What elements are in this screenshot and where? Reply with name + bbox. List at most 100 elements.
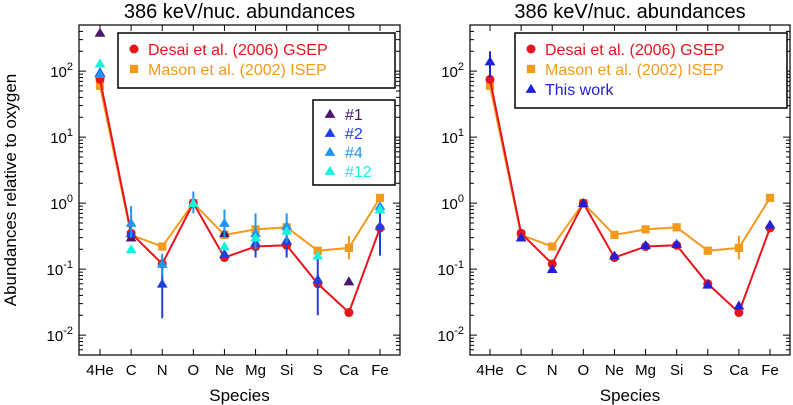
- legend-marker: [324, 127, 336, 137]
- x-tick-label: N: [157, 362, 168, 379]
- data-point: [281, 225, 293, 235]
- data-point: [312, 274, 324, 284]
- data-point: [548, 242, 557, 251]
- x-tick-label: Fe: [761, 362, 779, 379]
- y-tick-label: 100: [50, 193, 73, 213]
- y-tick-label: 101: [50, 127, 73, 147]
- data-layer: [94, 27, 386, 319]
- x-tick-label: N: [547, 362, 558, 379]
- x-tick-label: 4He: [476, 362, 504, 379]
- data-point: [156, 278, 168, 288]
- data-point: [219, 217, 230, 227]
- data-point: [484, 56, 496, 66]
- data-point: [640, 240, 651, 250]
- legend-label: This work: [545, 82, 614, 99]
- legend-marker: [526, 44, 536, 54]
- y-tick-label: 100: [441, 193, 464, 213]
- legend-label: #2: [345, 126, 363, 143]
- legend-marker: [526, 64, 536, 74]
- x-tick-label: S: [703, 362, 713, 379]
- axes-frame: [78, 24, 401, 356]
- panel-2: 386 keV/nuc. abundances 10-2 10-1 100 101 102…: [438, 1, 791, 405]
- data-point: [734, 243, 744, 252]
- data-point: [187, 197, 199, 208]
- data-point: [94, 58, 106, 68]
- legend-label: Mason et al. (2002) ISEP: [148, 62, 327, 79]
- series-line: [99, 79, 381, 315]
- y-tick-label: 102: [441, 61, 464, 81]
- y-tick-label: 10-1: [438, 259, 464, 279]
- x-tick-label: C: [516, 362, 527, 379]
- data-layer: [484, 51, 776, 318]
- x-tick-label: Ne: [605, 362, 624, 379]
- data-point: [764, 219, 776, 229]
- data-point: [344, 243, 354, 252]
- x-tick-label: 4He: [86, 362, 114, 379]
- data-point: [702, 279, 714, 289]
- x-axis-label: Species: [209, 386, 269, 405]
- x-tick-label: Mg: [635, 362, 656, 379]
- data-point: [546, 263, 558, 274]
- y-tick-label: 101: [441, 127, 464, 147]
- data-point: [547, 259, 557, 269]
- data-point: [703, 246, 712, 255]
- legend-label: Desai et al. (2006) GSEP: [545, 42, 725, 59]
- data-point: [94, 27, 106, 37]
- series-line: [489, 79, 771, 315]
- data-point: [375, 193, 385, 203]
- legend-label: Desai et al. (2006) GSEP: [148, 42, 328, 59]
- x-tick-label: Fe: [371, 362, 389, 379]
- legend-marker: [324, 146, 336, 156]
- data-point: [485, 81, 495, 90]
- x-tick-label: S: [313, 362, 323, 379]
- data-point: [158, 242, 167, 251]
- x-ticks: 4He C N O Ne Mg Si S Ca Fe: [476, 25, 779, 379]
- legend-box: [117, 32, 396, 89]
- legend-marker: [324, 108, 336, 118]
- x-tick-label: O: [187, 362, 199, 379]
- data-point: [250, 232, 261, 242]
- x-tick-label: Ca: [729, 362, 749, 379]
- data-point: [312, 250, 324, 260]
- series--12: [94, 58, 386, 260]
- series-line: [489, 85, 771, 252]
- axes-frame: [469, 24, 791, 356]
- data-point: [374, 204, 386, 214]
- data-point: [734, 308, 744, 318]
- y-ticks: 10-2 10-1 100 101 102: [438, 24, 790, 356]
- data-point: [577, 197, 589, 208]
- x-tick-label: Ne: [215, 362, 234, 379]
- x-tick-label: C: [126, 362, 137, 379]
- legend-label: #4: [345, 145, 363, 162]
- legend-main: Desai et al. (2006) GSEP Mason et al. (20…: [117, 32, 396, 89]
- panel-1: 386 keV/nuc. abundances 10-2 10-1 100 101 102…: [1, 1, 401, 405]
- data-point: [344, 308, 354, 318]
- data-point: [765, 193, 775, 203]
- x-tick-label: Si: [280, 362, 293, 379]
- data-point: [485, 74, 495, 84]
- legend-marker: [129, 64, 139, 74]
- legend-label: #1: [345, 107, 363, 124]
- data-point: [609, 250, 620, 260]
- x-tick-label: O: [577, 362, 589, 379]
- y-axis-label: Abundances relative to oxygen: [1, 74, 20, 307]
- data-point: [610, 230, 619, 240]
- legend-box: [312, 99, 396, 186]
- y-tick-label: 102: [50, 61, 73, 81]
- legend-label: #12: [345, 164, 372, 181]
- data-point: [95, 81, 105, 90]
- legend-marker: [129, 44, 139, 54]
- legend-main: Desai et al. (2006) GSEP Mason et al. (20…: [514, 32, 788, 109]
- legend-marker: [525, 83, 537, 93]
- y-ticks: 10-2 10-1 100 101 102: [47, 24, 400, 356]
- data-point: [219, 248, 230, 258]
- y-tick-label: 10-2: [438, 325, 464, 345]
- data-point: [671, 238, 683, 248]
- data-point: [733, 300, 745, 310]
- data-point: [125, 244, 137, 254]
- x-axis-label: Species: [600, 386, 660, 405]
- series-line: [99, 85, 381, 252]
- data-point: [219, 241, 230, 251]
- chart-title: 386 keV/nuc. abundances: [124, 1, 355, 23]
